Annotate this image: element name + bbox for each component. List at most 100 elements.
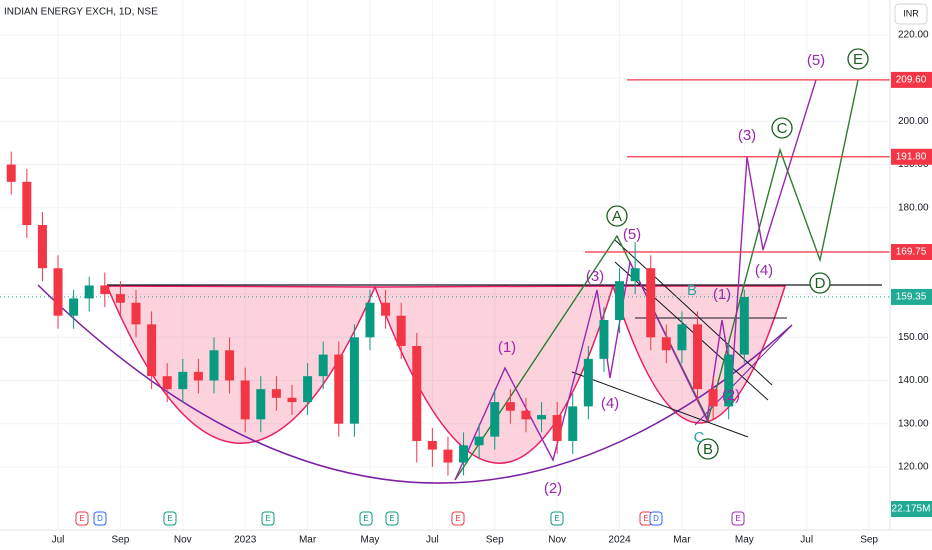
x-tick-label: Nov [174,535,192,546]
candle-body [209,350,219,381]
candle-body [661,337,671,351]
candle-body [147,324,157,377]
currency[interactable]: INR [903,8,919,18]
level-label-box [891,148,932,165]
wave-circle [771,117,793,139]
y-tick-label: 150.00 [898,332,929,343]
volume-label: 22.175M [892,504,931,515]
wave-label: (1) [498,339,516,356]
x-tick-label: May [735,535,754,546]
event-marker [261,511,275,526]
x-tick-label: Jul [800,535,813,546]
event-marker [75,511,89,526]
candle-body [53,268,63,316]
candle-body [521,410,531,420]
candle-body [381,302,391,316]
y-tick-label: 120.00 [898,462,929,473]
candle-body [318,354,328,377]
candle-body [193,371,203,381]
price-labels: 209.60 191.80 169.75 159.35 22.175M [891,71,932,517]
y-tick-label: 140.00 [898,375,929,386]
currency-box[interactable] [894,3,928,25]
base-arc [37,284,793,484]
candle-body [599,320,609,359]
candle-body [84,285,94,299]
candle-body [287,397,297,403]
wave-label: (3) [586,268,604,285]
candle-body [693,324,703,390]
level-label: 169.75 [896,247,927,258]
candle-body [724,354,734,407]
trend-line [571,371,749,438]
event-marker [163,511,177,526]
candle-body [365,302,375,338]
wave-label: (5) [807,52,825,69]
cup-1 [105,285,377,444]
x-tick-label: 2024 [608,535,631,546]
candle-body [412,345,422,441]
candle-body [490,402,500,437]
candle-body [225,350,235,381]
candle-body [115,294,125,303]
candle-body [537,415,547,420]
x-tick-label: Sep [860,535,878,546]
y-tick-label: 130.00 [898,418,929,429]
event-marker [385,511,399,526]
level-label: 209.60 [896,75,927,86]
event-label: E [167,514,172,523]
x-tick-label: Sep [486,535,504,546]
volume-label-box [891,501,932,517]
candle-body [100,285,110,295]
x-tick-label: 2023 [234,535,257,546]
wave-label: (2) [722,387,740,404]
candle-body [131,302,141,325]
event-marker [359,511,373,526]
event-marker [550,511,564,526]
wave-circle [847,48,869,70]
x-tick-label: Jul [52,535,65,546]
candle-body [583,358,593,407]
event-marker [451,511,465,526]
wave-circle [809,272,831,294]
wave-label: (1) [713,286,731,303]
event-label: E [389,514,394,523]
event-label: E [455,514,460,523]
candle-body [615,281,625,321]
wave-label: C [694,429,705,446]
x-tick-label: Nov [548,535,566,546]
candle-body [69,298,79,316]
level-label: 191.80 [896,151,927,162]
candle-body [552,415,562,441]
wave-circle [606,205,628,227]
candle-body [646,268,656,338]
candles [6,151,749,476]
wave-label: B [687,282,697,299]
candle-body [349,337,359,424]
wave-label: (4) [755,262,773,279]
level-label-box [891,244,932,261]
candle-body [303,376,313,403]
y-tick-label: 180.00 [898,202,929,213]
candle-body [178,371,188,390]
level-label-box [891,71,932,88]
x-tick-label: May [361,535,380,546]
wave-circle [697,438,719,460]
candle-body [630,268,640,282]
candle-body [6,164,16,182]
candle-body [505,402,515,411]
candle-body [162,376,172,390]
event-label: E [735,514,740,523]
last-price-box [891,288,932,305]
wave-label: A [612,208,622,225]
wave-label: D [815,275,826,292]
x-tick-label: Mar [673,535,691,546]
event-marker [731,511,745,526]
event-label: D [97,514,103,523]
last-price-label: 159.35 [896,292,927,303]
event-marker [649,511,663,526]
wave-label: (3) [738,127,756,144]
levels [0,79,890,298]
y-tick-label: 200.00 [898,116,929,127]
